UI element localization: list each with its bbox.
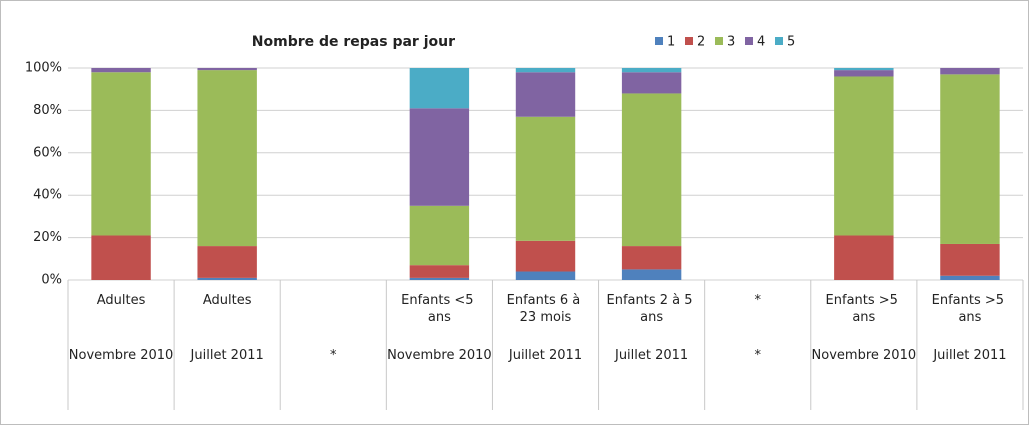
bar-segment: [409, 108, 470, 206]
y-tick-label: 100%: [25, 61, 62, 76]
x-tick-label: Juillet 2011: [508, 348, 582, 363]
bar-segment: [940, 275, 1000, 280]
bar-segment: [940, 68, 1000, 75]
y-tick-label: 40%: [33, 188, 62, 203]
bar-segment: [834, 68, 894, 71]
bar-segment: [834, 76, 894, 236]
chart-title: Nombre de repas par jour: [252, 34, 455, 50]
x-tick-label: *: [754, 348, 761, 363]
legend-label: 5: [787, 35, 795, 50]
bar-segment: [940, 243, 1000, 276]
bar-segment: [197, 68, 257, 71]
x-tick-label: Novembre 2010: [812, 348, 917, 363]
y-tick-label: 20%: [33, 230, 62, 245]
legend-label: 3: [727, 35, 735, 50]
legend-swatch: [655, 37, 663, 45]
bar-segment: [197, 70, 257, 247]
x-tick-label: *: [330, 348, 337, 363]
x-tick-label: Juillet 2011: [190, 348, 264, 363]
x-tick-label: Enfants <5 ans: [401, 293, 478, 325]
x-tick-label: Enfants 2 à 5 ans: [607, 293, 697, 325]
legend-label: 1: [667, 35, 675, 50]
x-tick-label: Novembre 2010: [69, 348, 174, 363]
bar-segment: [834, 235, 894, 280]
y-tick-label: 60%: [33, 145, 62, 160]
bar-segment: [515, 68, 576, 73]
bar-segment: [91, 72, 151, 236]
legend-swatch: [775, 37, 783, 45]
bar-segment: [621, 246, 682, 270]
bar-segment: [91, 68, 151, 73]
bar-segment: [197, 246, 257, 278]
bar-segment: [409, 68, 470, 109]
legend-swatch: [715, 37, 723, 45]
x-tick-label: Enfants >5 ans: [826, 293, 903, 325]
y-tick-label: 80%: [33, 103, 62, 118]
legend-swatch: [745, 37, 753, 45]
x-tick-label: Novembre 2010: [387, 348, 492, 363]
x-tick-label: Enfants >5 ans: [932, 293, 1009, 325]
x-tick-label: Adultes: [97, 293, 146, 308]
bar-segment: [940, 74, 1000, 244]
bar-segment: [409, 265, 470, 278]
y-tick-label: 0%: [41, 273, 62, 288]
legend-label: 4: [757, 35, 765, 50]
bar-segment: [621, 269, 682, 280]
bar-segment: [515, 271, 576, 280]
bar-segment: [515, 116, 576, 241]
bar-segment: [621, 93, 682, 247]
legend-swatch: [685, 37, 693, 45]
x-tick-label: Adultes: [203, 293, 252, 308]
legend-label: 2: [697, 35, 705, 50]
bar-segment: [834, 70, 894, 77]
x-tick-label: Juillet 2011: [932, 348, 1006, 363]
bar-segment: [621, 72, 682, 94]
bar-segment: [515, 72, 576, 117]
bar-segment: [515, 240, 576, 272]
x-tick-label: Juillet 2011: [614, 348, 688, 363]
x-tick-label: Enfants 6 à 23 mois: [507, 293, 585, 325]
bar-segment: [621, 68, 682, 73]
bar-segment: [409, 277, 470, 280]
bar-segment: [91, 235, 151, 280]
bar-segment: [409, 205, 470, 266]
x-tick-label: *: [754, 293, 761, 308]
bar-segment: [197, 277, 257, 280]
